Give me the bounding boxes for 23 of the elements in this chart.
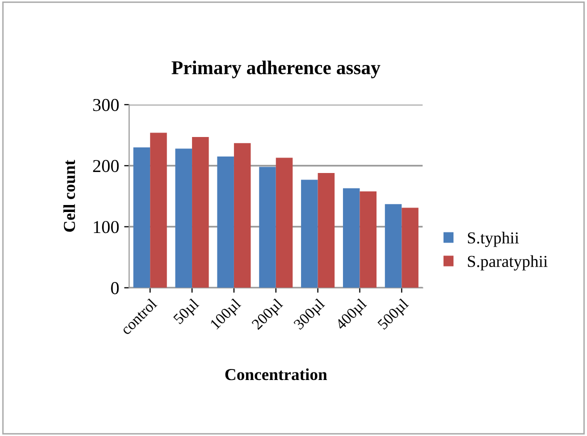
bar <box>301 180 318 288</box>
y-tick-label: 300 <box>93 98 119 112</box>
bar <box>133 147 150 288</box>
bar <box>259 166 276 288</box>
bar <box>234 143 251 288</box>
bar <box>384 204 402 288</box>
bar <box>318 173 335 288</box>
bar <box>342 188 360 288</box>
x-axis-title: Concentration <box>225 368 328 380</box>
bar <box>276 158 293 288</box>
y-axis-title: Cell count <box>63 160 76 232</box>
chart-title: Primary adherence assay <box>172 60 380 78</box>
y-tick-label: 100 <box>94 220 119 234</box>
legend-label: S.typhii <box>468 232 519 247</box>
y-tick-label: 0 <box>111 282 119 294</box>
bar <box>192 136 209 288</box>
bar <box>175 148 192 288</box>
y-tick-label: 200 <box>93 160 119 172</box>
bar <box>150 132 167 288</box>
bar <box>402 208 418 288</box>
bar <box>360 191 377 288</box>
bar <box>217 156 234 288</box>
legend-label: S.paratyphii <box>468 255 548 270</box>
